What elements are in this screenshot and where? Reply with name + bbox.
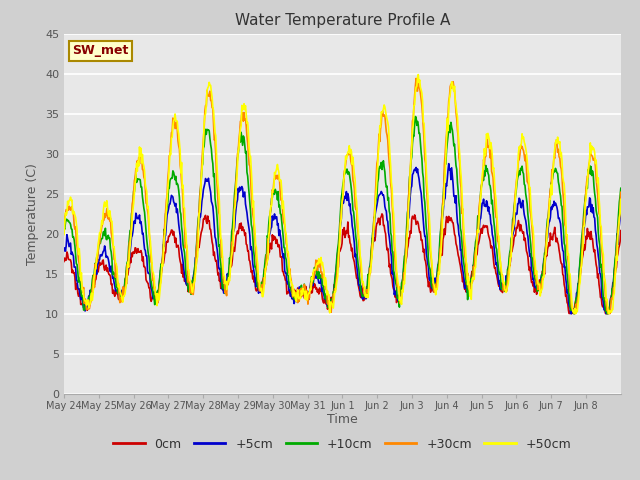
Title: Water Temperature Profile A: Water Temperature Profile A xyxy=(235,13,450,28)
+30cm xyxy=(400,270,408,276)
+50cm xyxy=(570,311,578,316)
+30cm xyxy=(228,240,236,245)
0cm xyxy=(401,265,408,271)
+5cm xyxy=(400,265,408,271)
+5cm xyxy=(445,161,452,167)
+30cm xyxy=(60,227,68,232)
0cm xyxy=(228,263,236,268)
+10cm xyxy=(400,261,408,267)
+50cm xyxy=(255,278,263,284)
0cm xyxy=(125,265,133,271)
+30cm xyxy=(572,311,579,316)
Line: +10cm: +10cm xyxy=(64,117,621,313)
+5cm xyxy=(567,311,575,316)
Line: +30cm: +30cm xyxy=(64,78,621,313)
+5cm xyxy=(276,232,284,238)
+50cm xyxy=(125,252,133,258)
0cm xyxy=(276,254,284,260)
0cm xyxy=(378,211,386,217)
+50cm xyxy=(415,72,422,77)
+50cm xyxy=(400,278,408,284)
+30cm xyxy=(412,75,420,81)
+5cm xyxy=(60,248,68,253)
+30cm xyxy=(276,192,284,198)
+30cm xyxy=(432,281,440,287)
Line: +5cm: +5cm xyxy=(64,164,621,313)
+50cm xyxy=(276,177,284,183)
0cm xyxy=(60,259,68,264)
0cm xyxy=(432,276,440,282)
+10cm xyxy=(570,311,577,316)
Text: SW_met: SW_met xyxy=(72,44,129,58)
+10cm xyxy=(412,114,419,120)
0cm xyxy=(617,228,625,233)
0cm xyxy=(255,285,263,290)
+5cm xyxy=(431,275,439,281)
+50cm xyxy=(60,232,68,238)
+30cm xyxy=(125,240,133,246)
+10cm xyxy=(276,211,284,216)
+10cm xyxy=(432,280,440,286)
+10cm xyxy=(255,283,263,289)
+5cm xyxy=(125,257,133,263)
+5cm xyxy=(255,286,263,291)
Line: +50cm: +50cm xyxy=(64,74,621,313)
Line: 0cm: 0cm xyxy=(64,214,621,313)
Legend: 0cm, +5cm, +10cm, +30cm, +50cm: 0cm, +5cm, +10cm, +30cm, +50cm xyxy=(108,433,577,456)
+50cm xyxy=(228,253,236,259)
+10cm xyxy=(125,236,133,242)
+30cm xyxy=(617,190,625,195)
0cm xyxy=(565,311,573,316)
+5cm xyxy=(228,241,236,247)
+50cm xyxy=(432,292,440,298)
+50cm xyxy=(617,196,625,202)
+10cm xyxy=(228,229,236,235)
+30cm xyxy=(255,288,263,294)
+10cm xyxy=(617,185,625,191)
+5cm xyxy=(617,205,625,211)
X-axis label: Time: Time xyxy=(327,413,358,426)
+10cm xyxy=(60,225,68,231)
Y-axis label: Temperature (C): Temperature (C) xyxy=(26,163,40,264)
